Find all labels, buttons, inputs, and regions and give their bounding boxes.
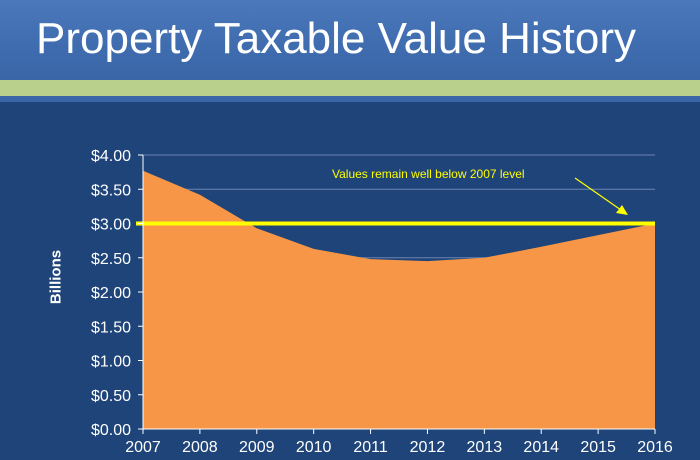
x-tick-label: 2015: [580, 439, 616, 456]
y-tick-label: $3.00: [91, 217, 131, 234]
axes: [138, 154, 656, 434]
y-tick-label: $3.50: [91, 182, 131, 199]
annotation-arrowhead: [616, 205, 628, 215]
x-tick-label: 2010: [296, 439, 332, 456]
y-tick-label: $0.00: [91, 422, 131, 439]
x-tick-label: 2014: [523, 439, 559, 456]
y-tick-labels: $0.00 $0.50 $1.00 $1.50 $2.00 $2.50 $3.00 $3.50…: [91, 148, 131, 439]
x-tick-label: 2007: [125, 439, 161, 456]
x-tick-labels: 2007 2008 2009 2010 2011 2012 2013 2014 2015 2016: [125, 439, 673, 456]
y-tick-label: $2.50: [91, 251, 131, 268]
accent-bar: [0, 80, 700, 96]
x-tick-label: 2009: [239, 439, 275, 456]
page-title: Property Taxable Value History: [36, 14, 636, 63]
x-tick-label: 2013: [467, 439, 503, 456]
annotation-text: Values remain well below 2007 level: [332, 167, 525, 181]
annotation-arrow-line: [574, 177, 622, 211]
x-tick-label: 2016: [637, 439, 673, 456]
x-tick-label: 2008: [182, 439, 218, 456]
y-tick-label: $0.50: [91, 388, 131, 405]
y-tick-label: $4.00: [91, 148, 131, 165]
y-tick-label: $1.50: [91, 319, 131, 336]
x-tick-label: 2012: [410, 439, 446, 456]
y-tick-label: $1.00: [91, 354, 131, 371]
y-tick-label: $2.00: [91, 285, 131, 302]
area-series: [142, 170, 656, 429]
annotation-group: Values remain well below 2007 level: [332, 167, 628, 215]
title-band: [0, 0, 700, 80]
area-fill: [143, 170, 655, 429]
x-tick-label: 2011: [353, 439, 388, 456]
accent-divider: [0, 96, 700, 102]
y-axis-label: Billions: [47, 249, 65, 305]
